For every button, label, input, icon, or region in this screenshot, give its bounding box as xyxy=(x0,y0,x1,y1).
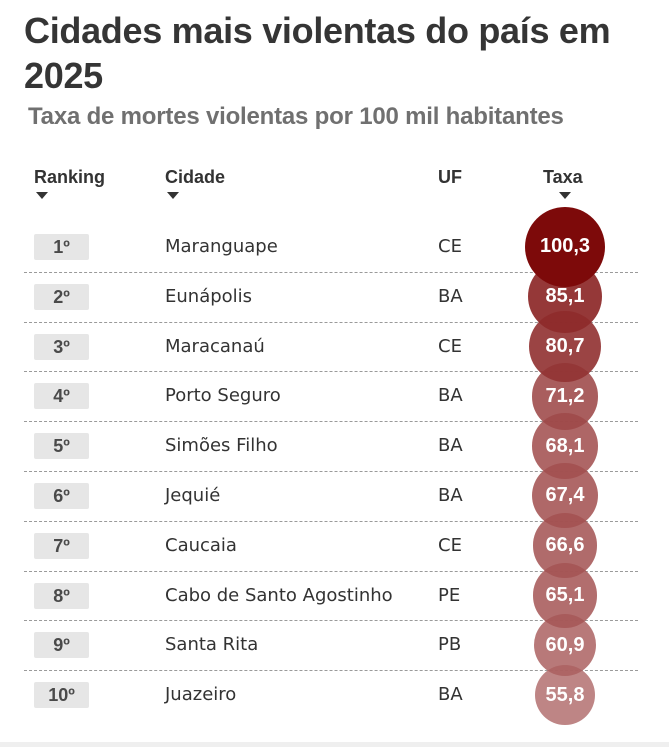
rank-badge: 6º xyxy=(34,483,89,509)
city-name: Caucaia xyxy=(165,534,237,556)
table-row: 10º Juazeiro BA xyxy=(0,670,669,720)
rate-value-label: 55,8 xyxy=(545,683,585,706)
rate-value-label: 65,1 xyxy=(545,583,585,606)
column-header-city-label: Cidade xyxy=(165,167,226,187)
table-row: 4º Porto Seguro BA xyxy=(0,371,669,421)
state-code: CE xyxy=(438,534,462,556)
rank-badge: 2º xyxy=(34,283,89,310)
rank-badge: 3º xyxy=(34,333,89,360)
column-header-rate-label: Taxa xyxy=(543,167,583,187)
table-row: 7º Caucaia CE xyxy=(0,521,669,571)
column-header-ranking: Ranking xyxy=(34,167,105,199)
sort-down-icon xyxy=(36,192,48,199)
row-separator xyxy=(24,321,638,323)
column-header-ranking-label: Ranking xyxy=(34,167,106,187)
rank-badge: 1º xyxy=(34,234,89,260)
city-name: Eunápolis xyxy=(165,285,253,307)
city-name: Maracanaú xyxy=(165,335,265,357)
column-header-city: Cidade xyxy=(165,167,225,199)
rate-value-label: 67,4 xyxy=(545,484,585,507)
sort-down-icon xyxy=(167,192,179,199)
rate-value-label: 66,6 xyxy=(545,534,585,557)
rate-value-label: 71,2 xyxy=(545,384,585,407)
rate-value-label: 100,3 xyxy=(539,235,591,258)
table-row: 9º Santa Rita PB xyxy=(0,620,669,670)
row-separator xyxy=(24,520,638,522)
city-name: Maranguape xyxy=(165,236,278,257)
rank-badge: 9º xyxy=(34,632,89,659)
rank-badge: 4º xyxy=(34,383,89,410)
city-name: Juazeiro xyxy=(165,684,237,706)
column-header-uf-label: UF xyxy=(438,167,462,187)
rate-bubble: 60,9 xyxy=(533,614,597,677)
row-separator xyxy=(24,670,638,672)
state-code: BA xyxy=(438,485,463,506)
row-separator xyxy=(24,421,638,423)
table-row: 5º Simões Filho BA xyxy=(0,421,669,471)
rate-value-label: 80,7 xyxy=(545,334,585,357)
rank-badge: 7º xyxy=(34,532,89,559)
table-row: 3º Maracanaú CE xyxy=(0,322,669,372)
row-separator xyxy=(24,620,638,622)
chart-title: Cidades mais violentas do país em 2025 xyxy=(24,10,611,96)
column-header-rate: Taxa xyxy=(543,167,583,199)
row-separator xyxy=(24,271,638,273)
bottom-divider xyxy=(0,742,669,747)
sort-down-icon xyxy=(559,192,571,199)
rank-badge: 8º xyxy=(34,582,89,609)
row-separator xyxy=(24,371,638,373)
state-code: BA xyxy=(438,435,463,457)
city-name: Cabo de Santo Agostinho xyxy=(165,584,393,606)
rate-bubble: 55,8 xyxy=(535,665,595,726)
city-name: Jequié xyxy=(165,485,221,506)
city-name: Santa Rita xyxy=(165,634,259,656)
rank-badge: 10º xyxy=(34,682,89,709)
rate-value-label: 85,1 xyxy=(545,285,585,308)
city-name: Simões Filho xyxy=(165,435,278,457)
rank-badge: 5º xyxy=(34,433,89,460)
rate-value-label: 60,9 xyxy=(545,633,585,656)
table-row: 8º Cabo de Santo Agostinho PE xyxy=(0,571,669,621)
table-row: 6º Jequié BA xyxy=(0,471,669,521)
rate-value-label: 68,1 xyxy=(545,434,585,457)
row-separator xyxy=(24,471,638,472)
state-code: CE xyxy=(438,236,462,257)
table-row: 2º Eunápolis BA xyxy=(0,272,669,322)
chart-subtitle: Taxa de mortes violentas por 100 mil hab… xyxy=(28,103,564,130)
row-separator xyxy=(24,570,638,572)
table-row: 1º Maranguape CE xyxy=(0,222,669,272)
state-code: PB xyxy=(438,634,462,656)
rate-bubble: 100,3 xyxy=(525,206,605,287)
state-code: BA xyxy=(438,285,463,307)
state-code: BA xyxy=(438,385,463,407)
state-code: PE xyxy=(438,584,461,606)
state-code: BA xyxy=(438,684,463,706)
city-name: Porto Seguro xyxy=(165,385,281,407)
state-code: CE xyxy=(438,335,462,357)
column-header-uf: UF xyxy=(438,167,462,188)
